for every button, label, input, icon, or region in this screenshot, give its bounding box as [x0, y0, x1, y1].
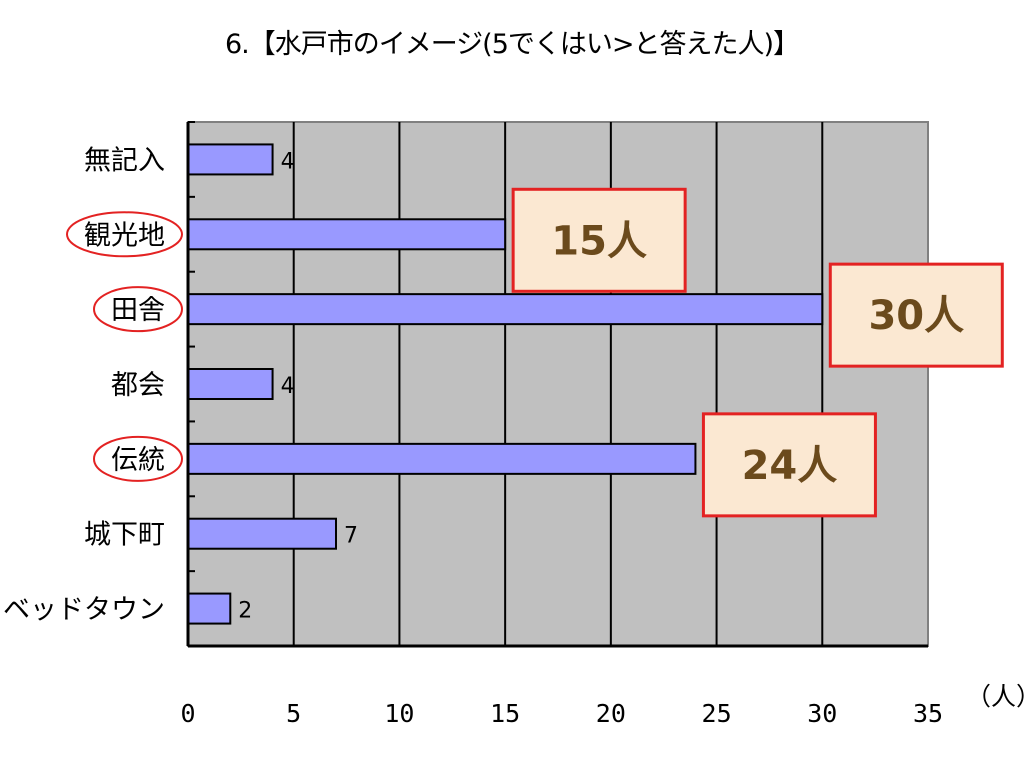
x-tick-label: 35	[913, 699, 943, 728]
category-label: 都会	[111, 370, 165, 401]
bar	[187, 517, 337, 550]
x-tick-label: 25	[702, 699, 732, 728]
bar	[187, 143, 274, 176]
data-labels: 4 4 7 2	[238, 149, 358, 623]
bar	[187, 442, 697, 475]
callout-text: 15人	[551, 218, 647, 264]
callout-box	[828, 262, 1004, 368]
x-tick-label: 10	[384, 699, 414, 728]
x-tick-label: 30	[807, 699, 837, 728]
callout-box	[511, 187, 687, 293]
category-label: 無記入	[84, 145, 165, 176]
data-label: 7	[344, 524, 358, 549]
bar	[187, 368, 274, 400]
callout-text: 24人	[742, 443, 838, 489]
bar	[187, 218, 507, 251]
chart-title: 6.【水戸市のイメージ(5でくはい>と答えた人)】	[224, 29, 800, 60]
bars	[187, 143, 824, 625]
x-tick-label: 20	[596, 699, 626, 728]
callout-box	[701, 412, 877, 518]
grid-lines	[292, 122, 824, 646]
category-label: 城下町	[84, 520, 165, 551]
category-highlight-circle	[66, 211, 183, 258]
x-tick-label: 0	[180, 699, 195, 728]
x-tick-labels: 0 5 10 15 20 25 30 35	[180, 699, 943, 728]
category-highlight-circle	[93, 435, 183, 482]
axes	[186, 121, 928, 648]
bar	[187, 293, 824, 326]
category-highlight-circle	[93, 286, 183, 333]
category-label: 田舎	[111, 295, 165, 326]
x-tick-label: 5	[286, 699, 301, 728]
data-label: 4	[281, 149, 295, 174]
x-axis-unit-label: （人）	[966, 682, 1024, 711]
callouts: 15人 30人 24人	[511, 187, 1004, 518]
category-label: ベッドタウン	[3, 595, 165, 626]
callout-text: 30人	[868, 293, 964, 339]
category-label: 伝統	[111, 445, 165, 476]
category-label: 観光地	[84, 220, 165, 251]
x-tick-label: 15	[490, 699, 520, 728]
data-label: 2	[238, 599, 252, 624]
bar	[187, 592, 232, 625]
data-label: 4	[281, 374, 295, 399]
